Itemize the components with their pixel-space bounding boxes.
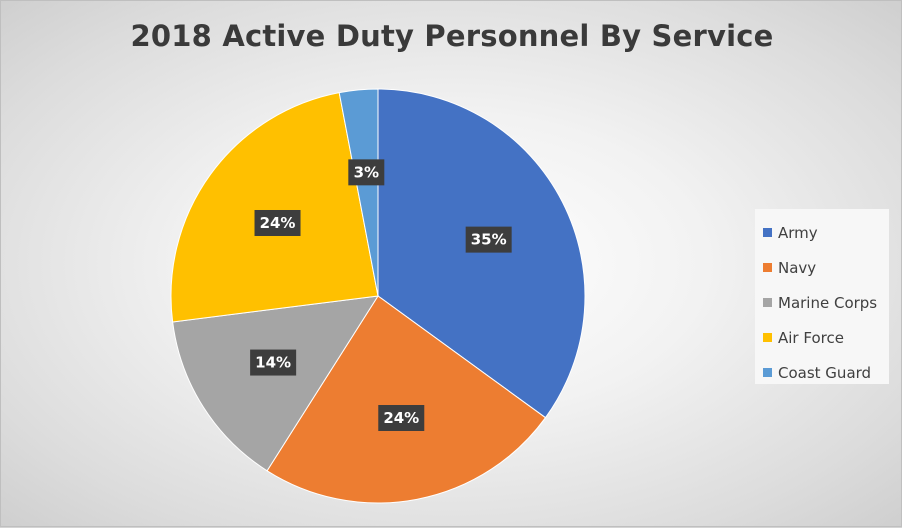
legend-label: Air Force [778, 328, 844, 347]
legend-label: Army [778, 223, 818, 242]
legend-swatch [763, 228, 772, 237]
pie-slice-army [377, 88, 586, 419]
data-label: 24% [254, 209, 301, 236]
data-label-text: 35% [471, 231, 507, 249]
legend-item-navy: Navy [755, 250, 889, 285]
data-label-box [465, 226, 512, 253]
legend-label: Coast Guard [778, 363, 872, 382]
data-label: 24% [378, 405, 425, 432]
data-label-text: 24% [383, 409, 419, 427]
legend-swatch [763, 368, 772, 377]
data-label-box [348, 159, 385, 186]
legend: Army Navy Marine Corps Air Force Coast G… [755, 209, 889, 384]
legend-item-coast-guard: Coast Guard [755, 355, 889, 390]
chart-title: 2018 Active Duty Personnel By Service [130, 19, 774, 53]
legend-swatch [763, 298, 772, 307]
legend-item-army: Army [755, 215, 889, 250]
pie-slice-marine-corps [172, 295, 379, 472]
legend-item-marine-corps: Marine Corps [755, 285, 889, 320]
data-label: 14% [250, 349, 297, 376]
pie-slice-coast-guard [338, 88, 379, 297]
pie-slice-air-force [170, 92, 379, 323]
legend-label: Marine Corps [778, 293, 878, 312]
data-label-text: 24% [260, 214, 296, 232]
data-label: 35% [465, 226, 512, 253]
data-label: 3% [348, 159, 385, 186]
data-label-text: 3% [354, 163, 379, 181]
data-label-box [378, 405, 425, 432]
pie-slice-navy [266, 295, 547, 504]
data-label-box [254, 209, 301, 236]
data-label-box [250, 349, 297, 376]
legend-label: Navy [778, 258, 817, 277]
legend-swatch [763, 263, 772, 272]
legend-swatch [763, 333, 772, 342]
legend-item-air-force: Air Force [755, 320, 889, 355]
data-label-text: 14% [255, 354, 291, 372]
